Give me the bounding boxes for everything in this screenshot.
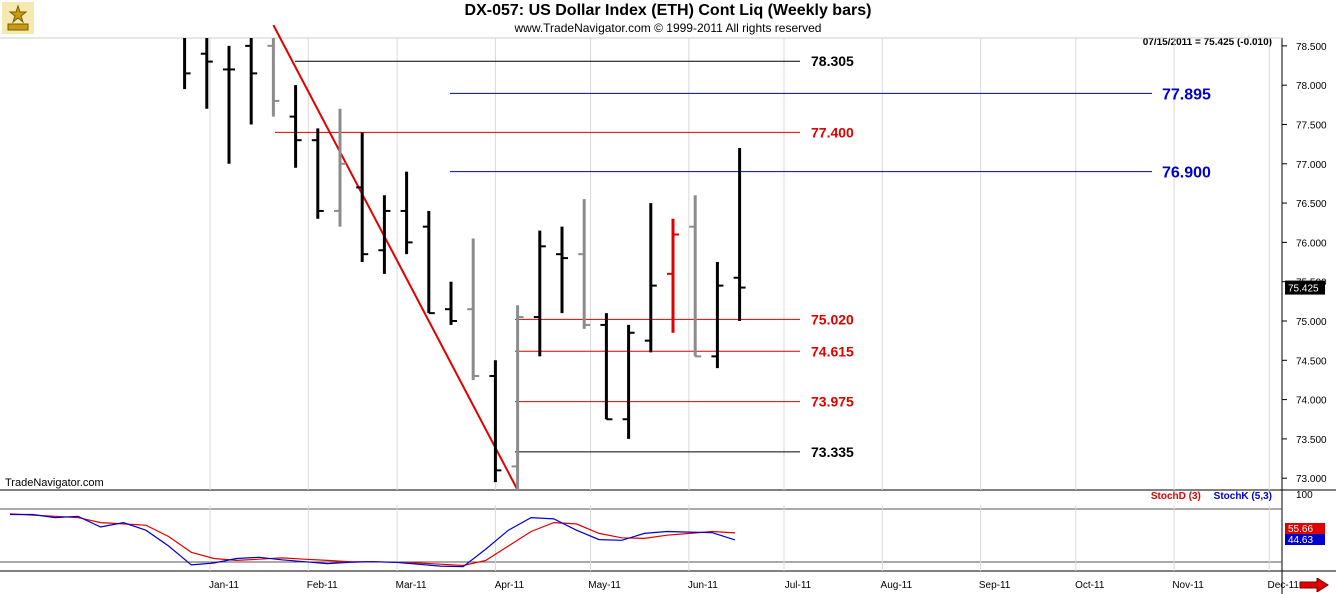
last-price-label: 75.425: [1288, 284, 1319, 295]
price-tick-label: 74.000: [1296, 396, 1327, 407]
month-tick-label: Aug-11: [881, 580, 913, 591]
month-tick-label: Mar-11: [396, 580, 427, 591]
level-label: 73.335: [811, 444, 854, 460]
month-tick-label: Apr-11: [495, 580, 525, 591]
stoch-d-value: 55.66: [1288, 524, 1313, 535]
month-tick-label: Jan-11: [209, 580, 239, 591]
price-tick-label: 78.500: [1296, 42, 1327, 53]
price-tick-label: 77.000: [1296, 160, 1327, 171]
trade-navigator-logo-icon: [2, 2, 34, 34]
level-label: 73.975: [811, 394, 854, 410]
level-label: 74.615: [811, 343, 854, 359]
chart-subtitle: www.TradeNavigator.com © 1999-2011 All r…: [514, 21, 822, 35]
price-tick-label: 74.500: [1296, 356, 1327, 367]
stochastic-legend: StochD (3) StochK (5,3): [1151, 491, 1272, 502]
month-tick-label: Feb-11: [307, 580, 338, 591]
scroll-right-arrow-icon[interactable]: [1299, 578, 1329, 592]
chart-title: DX-057: US Dollar Index (ETH) Cont Liq (…: [464, 2, 872, 19]
level-label: 77.895: [1162, 86, 1211, 103]
price-tick-label: 75.000: [1296, 317, 1327, 328]
price-tick-label: 76.000: [1296, 238, 1327, 249]
price-tick-label: 76.500: [1296, 199, 1327, 210]
month-tick-label: Oct-11: [1075, 580, 1105, 591]
month-tick-label: Sep-11: [979, 580, 1011, 591]
watermark-text: TradeNavigator.com: [5, 477, 104, 489]
level-label: 76.900: [1162, 165, 1211, 182]
level-label: 75.020: [811, 311, 854, 327]
month-tick-label: Jun-11: [688, 580, 718, 591]
stoch-k-legend: StochK (5,3): [1213, 491, 1272, 502]
stoch-k-value-box: [1285, 534, 1325, 545]
stoch-d-legend: StochD (3): [1150, 491, 1201, 502]
stoch-d-value-box: [1285, 523, 1325, 534]
stoch-k-line: [10, 513, 736, 568]
month-tick-label: Nov-11: [1172, 580, 1204, 591]
price-tick-label: 77.500: [1296, 120, 1327, 131]
stoch-axis-label: 100: [1296, 490, 1313, 501]
level-label: 77.400: [811, 124, 854, 140]
month-tick-label: May-11: [588, 580, 621, 591]
price-tick-label: 73.000: [1296, 474, 1327, 485]
last-price-box: [1285, 280, 1325, 295]
price-tick-label: 73.500: [1296, 435, 1327, 446]
price-readout: 07/15/2011 = 75.425 (-0.010): [1142, 37, 1272, 48]
stoch-k-value: 44.63: [1288, 535, 1313, 546]
level-label: 78.305: [811, 53, 854, 69]
title-bar: DX-057: US Dollar Index (ETH) Cont Liq (…: [0, 0, 1336, 38]
month-tick-label: Dec-11: [1267, 580, 1299, 591]
price-tick-label: 78.000: [1296, 81, 1327, 92]
month-tick-label: Jul-11: [785, 580, 812, 591]
trendline: [272, 24, 519, 491]
stoch-d-line: [9, 513, 736, 567]
